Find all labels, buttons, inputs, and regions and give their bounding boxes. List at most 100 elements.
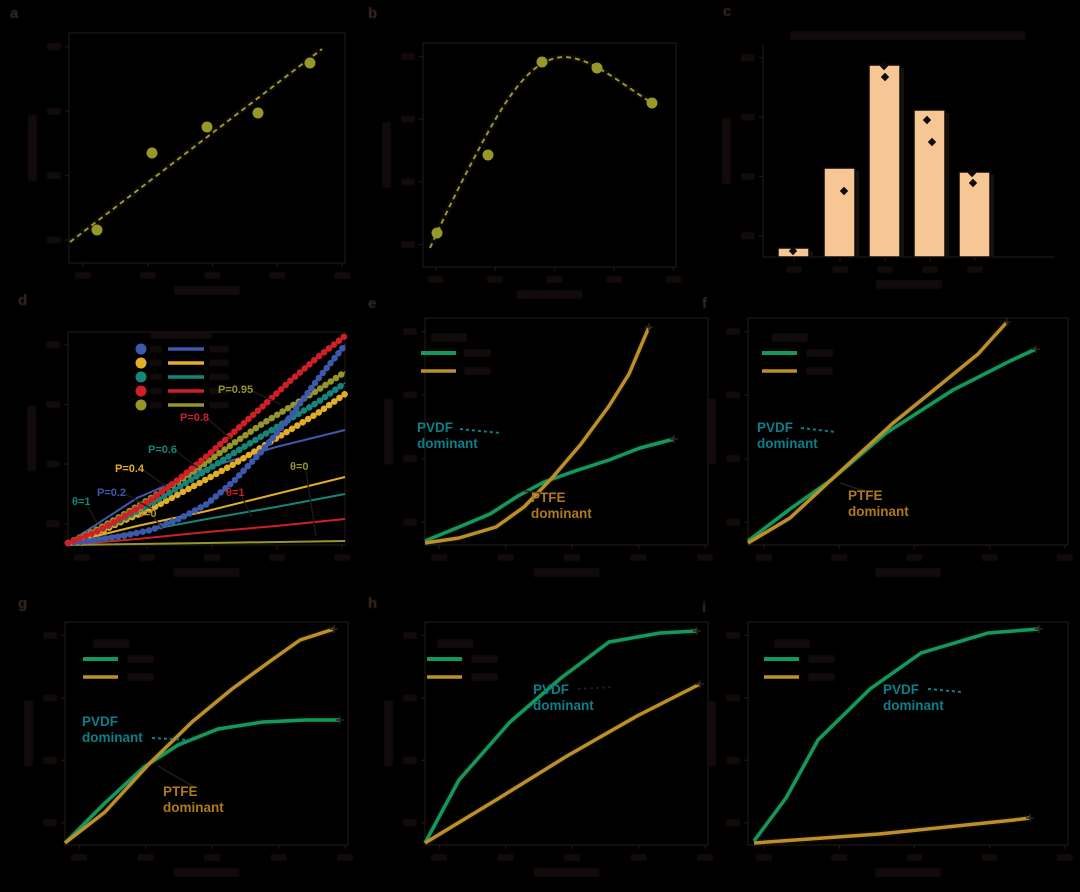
gold-curve-h <box>424 682 701 845</box>
illegible-text-smudge <box>334 272 351 279</box>
illegible-text-smudge <box>906 554 923 561</box>
annotation-p08: P=0.8 <box>180 412 209 424</box>
illegible-text-smudge <box>174 286 240 295</box>
legend-i <box>764 657 799 679</box>
frame-a <box>68 32 346 264</box>
illegible-text-smudge <box>270 854 287 861</box>
illegible-text-smudge <box>875 868 941 877</box>
teal-dashed-arrow-g <box>151 737 191 741</box>
olive-curve <box>429 55 653 249</box>
illegible-text-smudge <box>741 54 755 62</box>
annotation-theta1-teal: θ=1 <box>72 496 91 508</box>
panel-letter-g: g <box>18 595 27 612</box>
illegible-text-smudge <box>697 854 714 861</box>
bar-4 <box>913 109 946 258</box>
illegible-text-smudge <box>403 819 417 827</box>
legend-e <box>421 351 456 373</box>
green-curve-h <box>423 629 698 844</box>
illegible-text-smudge <box>47 107 61 115</box>
panel-letter-e: e <box>368 295 376 312</box>
illegible-text-smudge <box>150 387 162 395</box>
marker-curve-series <box>64 332 349 547</box>
illegible-text-smudge <box>1056 854 1073 861</box>
panel-e: PVDF dominant PTFE dominant <box>417 323 678 547</box>
illegible-text-smudge <box>726 518 740 526</box>
illegible-text-smudge <box>464 367 491 375</box>
panel-g: PVDF dominant PTFE dominant <box>62 625 344 846</box>
panel-letter-h: h <box>368 595 377 612</box>
panel-h: PVDF dominant <box>421 627 704 846</box>
panel-a <box>68 46 324 245</box>
illegible-text-smudge <box>741 172 755 180</box>
illegible-text-smudge <box>403 328 417 336</box>
illegible-text-smudge <box>516 290 583 299</box>
illegible-text-smudge <box>150 331 212 339</box>
bar-5 <box>958 171 991 258</box>
panel-letter-a: a <box>10 5 19 22</box>
illegible-text-smudge <box>150 373 162 381</box>
illegible-text-smudge <box>139 272 156 279</box>
blue-markers-base <box>67 344 346 544</box>
illegible-text-smudge <box>27 405 36 472</box>
diamond-markers <box>788 61 978 256</box>
illegible-text-smudge <box>401 52 415 60</box>
panel-b <box>427 53 658 250</box>
illegible-text-smudge <box>47 43 61 51</box>
illegible-text-smudge <box>697 554 714 561</box>
illegible-text-smudge <box>403 631 417 639</box>
dark-arrow-g <box>157 765 197 789</box>
green-curve-f <box>746 347 1037 543</box>
curve-halos-i <box>751 625 1040 847</box>
illegible-text-smudge <box>43 756 57 764</box>
region-label-pvdf-h-2: dominant <box>533 698 594 713</box>
illegible-text-smudge <box>150 345 162 353</box>
annotation-p06: P=0.6 <box>148 444 177 456</box>
illegible-text-smudge <box>47 236 61 244</box>
illegible-text-smudge <box>756 854 772 861</box>
axis-decor <box>24 31 1073 877</box>
region-label-ptfe-f-2: dominant <box>848 504 909 519</box>
frame-i <box>747 621 1069 846</box>
gold-curve-i <box>753 816 1031 845</box>
region-label-pvdf-i-2: dominant <box>883 698 944 713</box>
illegible-text-smudge <box>665 276 682 283</box>
illegible-text-smudge <box>46 341 60 349</box>
region-label-pvdf-g-2: dominant <box>82 730 143 745</box>
panel-f: PVDF dominant PTFE dominant <box>745 318 1040 547</box>
illegible-text-smudge <box>43 631 57 639</box>
illegible-text-smudge <box>138 554 155 561</box>
illegible-text-smudge <box>71 854 88 861</box>
illegible-text-smudge <box>533 868 600 877</box>
illegible-text-smudge <box>93 639 129 648</box>
illegible-text-smudge <box>772 333 808 342</box>
illegible-text-smudge <box>726 455 740 463</box>
frame-h <box>424 621 709 846</box>
illegible-text-smudge <box>382 122 391 188</box>
illegible-text-smudge <box>808 673 835 681</box>
illegible-text-smudge <box>401 178 415 186</box>
illegible-text-smudge <box>966 266 983 273</box>
illegible-text-smudge <box>741 232 755 240</box>
illegible-text-smudge <box>785 266 802 273</box>
yellow-thin-line <box>67 476 346 544</box>
illegible-text-smudge <box>726 694 740 702</box>
illegible-text-smudge <box>269 554 286 561</box>
illegible-text-smudge <box>497 854 514 861</box>
illegible-text-smudge <box>564 854 581 861</box>
illegible-text-smudge <box>726 391 740 399</box>
green-curve-g <box>63 718 340 845</box>
illegible-text-smudge <box>726 328 740 336</box>
curve-end-markers-h <box>693 627 704 688</box>
annotation-p02: P=0.2 <box>97 487 126 499</box>
illegible-text-smudge <box>437 639 473 648</box>
region-label-ptfe-g-2: dominant <box>163 800 224 815</box>
illegible-text-smudge <box>337 854 354 861</box>
gold-curve-g <box>63 627 335 845</box>
frame-c <box>762 45 1055 258</box>
illegible-text-smudge <box>875 568 941 577</box>
illegible-text-smudge <box>204 554 221 561</box>
olive-curve-markers <box>431 56 658 239</box>
illegible-text-smudge <box>24 700 33 767</box>
illegible-text-smudge <box>630 854 647 861</box>
illegible-text-smudge <box>831 854 848 861</box>
